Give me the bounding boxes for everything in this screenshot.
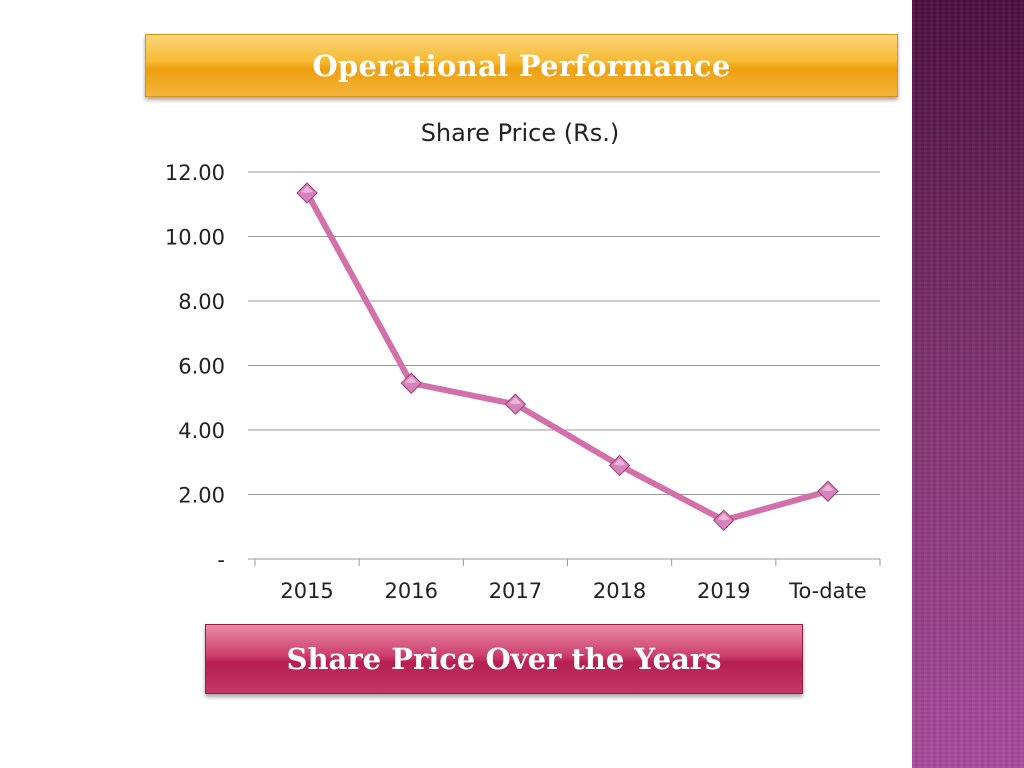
data-point-highlight xyxy=(821,484,834,492)
y-tick-label: 10.00 xyxy=(165,226,225,250)
side-decoration-strip xyxy=(912,0,1024,768)
y-tick-label: - xyxy=(217,548,225,572)
x-axis: 2015 2016 2017 2018 2019 To-date xyxy=(254,558,881,603)
y-axis-ticks: - 2.00 4.00 6.00 8.00 10.00 12.00 xyxy=(165,161,255,572)
y-tick-label: 8.00 xyxy=(178,290,225,314)
slide-title: Operational Performance xyxy=(312,48,731,83)
y-tick-label: 6.00 xyxy=(178,355,225,379)
chart-series xyxy=(296,182,839,532)
x-tick-label: 2019 xyxy=(697,579,750,603)
x-tick-label: 2016 xyxy=(385,579,438,603)
data-point-highlight xyxy=(717,513,730,521)
data-point-highlight xyxy=(301,185,314,193)
chart-gridlines xyxy=(255,171,880,495)
slide-footer-banner: Share Price Over the Years xyxy=(205,624,803,694)
data-point-highlight xyxy=(613,458,626,466)
y-tick-label: 4.00 xyxy=(178,419,225,443)
data-point-highlight xyxy=(509,397,522,405)
data-point-highlight xyxy=(405,376,418,384)
x-tick-label: 2017 xyxy=(489,579,542,603)
share-price-chart: Share Price (Rs.) - 2.00 4.00 6.00 8.00 10.00… xyxy=(165,119,881,603)
series-line xyxy=(304,189,831,524)
x-tick-label: 2018 xyxy=(593,579,646,603)
x-tick-label: To-date xyxy=(788,579,866,603)
y-tick-label: 12.00 xyxy=(165,161,225,185)
y-tick-label: 2.00 xyxy=(178,484,225,508)
slide-footer-text: Share Price Over the Years xyxy=(286,642,722,676)
slide-title-banner: Operational Performance xyxy=(145,34,898,97)
x-tick-label: 2015 xyxy=(280,579,333,603)
chart-title: Share Price (Rs.) xyxy=(421,119,620,147)
